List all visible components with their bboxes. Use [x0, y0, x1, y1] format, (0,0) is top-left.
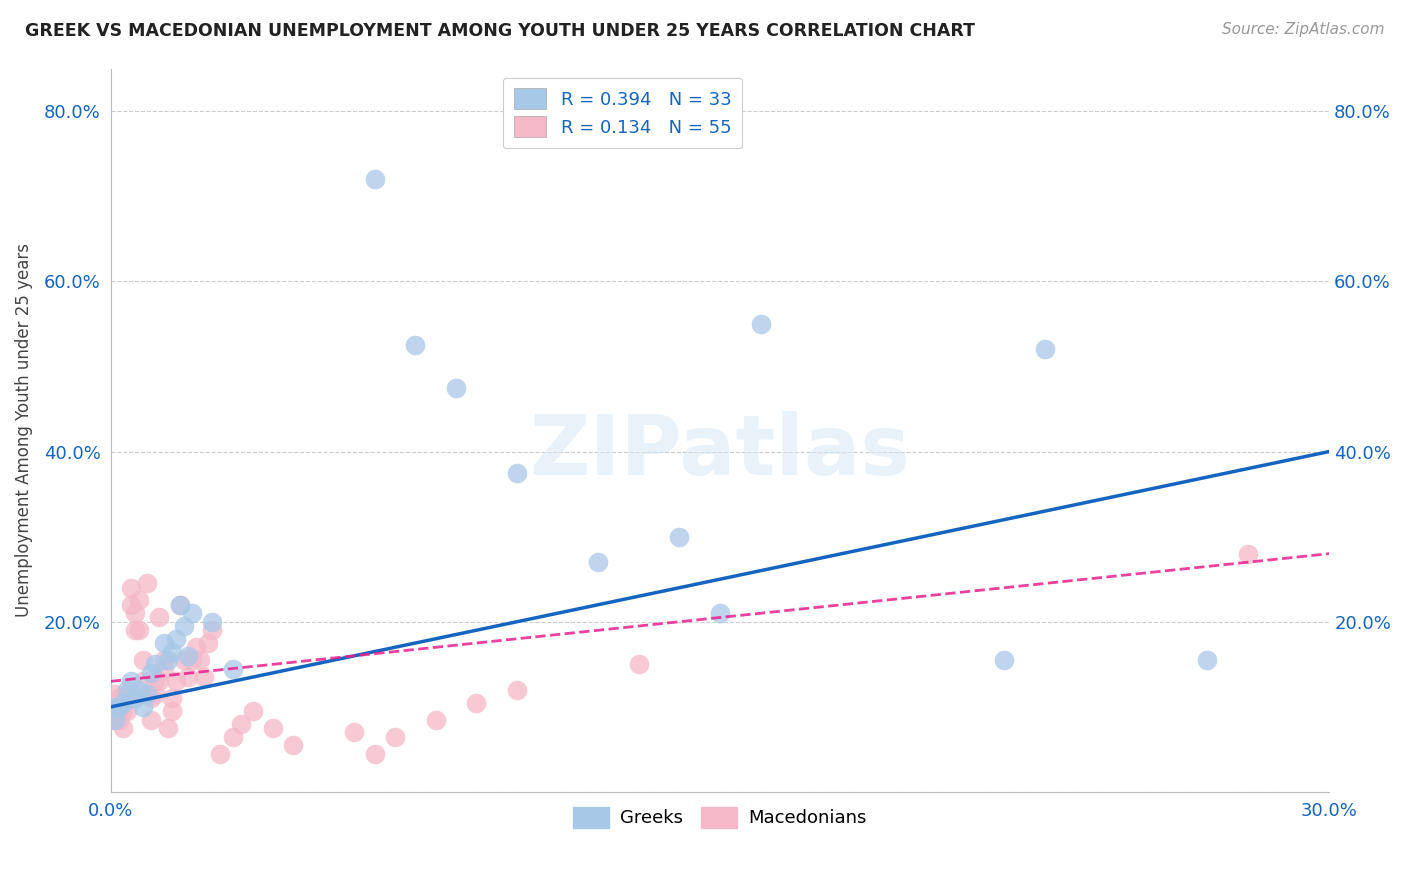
Point [160, 644, 183, 658]
Point [136, 687, 159, 701]
Point [115, 687, 138, 701]
Point [465, 696, 488, 710]
Point [173, 619, 195, 633]
Point [364, 747, 387, 761]
Point [128, 624, 150, 638]
Point [160, 691, 183, 706]
Point [1237, 547, 1260, 561]
Point [262, 721, 284, 735]
Point [120, 581, 142, 595]
Point [124, 624, 146, 638]
Point [197, 636, 219, 650]
Point [152, 653, 174, 667]
Point [188, 653, 211, 667]
Point [148, 610, 170, 624]
Point [181, 606, 204, 620]
Point [132, 699, 155, 714]
Legend: Greeks, Macedonians: Greeks, Macedonians [567, 800, 875, 835]
Point [1197, 653, 1219, 667]
Text: ZIPatlas: ZIPatlas [530, 411, 911, 492]
Point [201, 624, 224, 638]
Point [586, 555, 609, 569]
Point [173, 653, 195, 667]
Point [128, 593, 150, 607]
Point [141, 691, 163, 706]
Point [104, 713, 127, 727]
Point [506, 466, 529, 480]
Point [111, 696, 134, 710]
Point [120, 674, 142, 689]
Point [193, 670, 215, 684]
Point [156, 653, 179, 667]
Point [104, 687, 127, 701]
Point [283, 738, 305, 752]
Point [145, 657, 167, 672]
Point [132, 653, 155, 667]
Y-axis label: Unemployment Among Youth under 25 years: Unemployment Among Youth under 25 years [15, 244, 32, 617]
Point [384, 730, 406, 744]
Point [201, 615, 224, 629]
Point [221, 730, 243, 744]
Text: Source: ZipAtlas.com: Source: ZipAtlas.com [1222, 22, 1385, 37]
Point [242, 704, 264, 718]
Point [111, 696, 134, 710]
Point [181, 653, 204, 667]
Point [506, 682, 529, 697]
Point [156, 721, 179, 735]
Point [120, 598, 142, 612]
Point [627, 657, 650, 672]
Point [108, 699, 131, 714]
Point [343, 725, 366, 739]
Point [141, 665, 163, 680]
Point [221, 662, 243, 676]
Point [115, 682, 138, 697]
Text: GREEK VS MACEDONIAN UNEMPLOYMENT AMONG YOUTH UNDER 25 YEARS CORRELATION CHART: GREEK VS MACEDONIAN UNEMPLOYMENT AMONG Y… [25, 22, 976, 40]
Point [108, 713, 131, 727]
Point [152, 662, 174, 676]
Point [124, 691, 146, 706]
Point [111, 721, 134, 735]
Point [177, 648, 200, 663]
Point [184, 640, 207, 655]
Point [1033, 343, 1056, 357]
Point [165, 632, 187, 646]
Point [209, 747, 232, 761]
Point [111, 704, 134, 718]
Point [141, 713, 163, 727]
Point [229, 717, 252, 731]
Point [425, 713, 447, 727]
Point [132, 674, 155, 689]
Point [169, 598, 191, 612]
Point [145, 674, 167, 689]
Point [104, 704, 127, 718]
Point [100, 699, 122, 714]
Point [444, 381, 467, 395]
Point [136, 576, 159, 591]
Point [108, 691, 131, 706]
Point [152, 636, 174, 650]
Point [749, 317, 772, 331]
Point [115, 704, 138, 718]
Point [177, 670, 200, 684]
Point [993, 653, 1015, 667]
Point [145, 687, 167, 701]
Point [709, 606, 731, 620]
Point [160, 704, 183, 718]
Point [169, 598, 191, 612]
Point [404, 338, 426, 352]
Point [668, 530, 690, 544]
Point [165, 674, 187, 689]
Point [128, 682, 150, 697]
Point [148, 674, 170, 689]
Point [124, 606, 146, 620]
Point [104, 699, 127, 714]
Point [364, 172, 387, 186]
Point [100, 713, 122, 727]
